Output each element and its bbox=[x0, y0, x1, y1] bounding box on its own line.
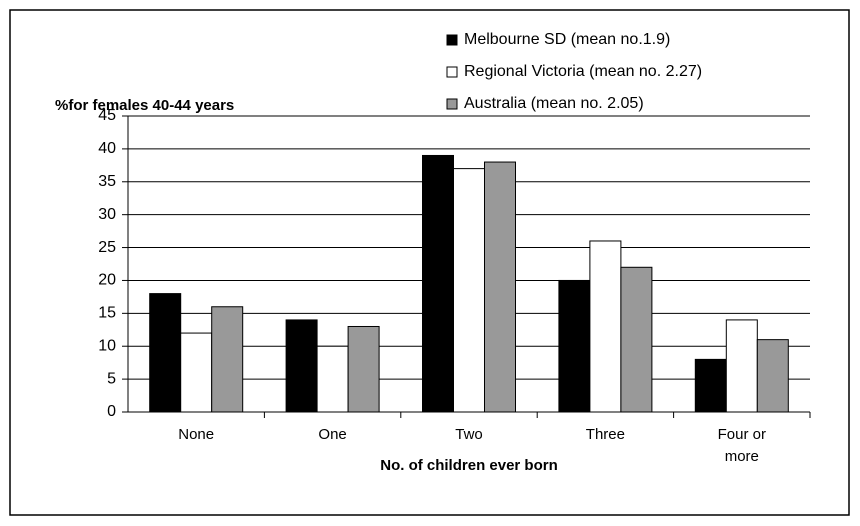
bar bbox=[453, 168, 485, 413]
y-tick-label: 15 bbox=[98, 305, 116, 322]
bar bbox=[422, 154, 454, 413]
y-tick-label: 35 bbox=[98, 173, 116, 190]
legend-label: Regional Victoria (mean no. 2.27) bbox=[464, 63, 702, 80]
y-tick-label: 20 bbox=[98, 272, 116, 289]
bar bbox=[756, 339, 789, 413]
x-tick-label: One bbox=[318, 426, 347, 443]
x-tick-label: None bbox=[178, 426, 215, 443]
x-tick-label-box: One bbox=[318, 426, 347, 443]
legend-swatch bbox=[446, 34, 458, 46]
y-tick-label: 40 bbox=[98, 140, 116, 157]
x-tick-label-box: Four or more bbox=[717, 426, 766, 465]
bar bbox=[285, 319, 318, 413]
y-tick-label: 25 bbox=[98, 239, 116, 256]
bar bbox=[180, 332, 213, 413]
x-tick-label-box: Three bbox=[585, 426, 625, 443]
bar bbox=[725, 319, 758, 413]
bar bbox=[694, 358, 727, 413]
y-tick-label: 10 bbox=[98, 337, 116, 354]
x-tick-label-box: Two bbox=[455, 426, 483, 443]
x-tick-label: Three bbox=[585, 426, 625, 443]
bar bbox=[620, 266, 653, 413]
y-tick-label: 5 bbox=[107, 370, 116, 387]
y-tick-label: 30 bbox=[98, 206, 116, 223]
bar bbox=[316, 345, 349, 413]
x-tick-label: Two bbox=[455, 426, 483, 443]
legend-swatch bbox=[446, 98, 458, 110]
legend-label: Australia (mean no. 2.05) bbox=[464, 95, 644, 112]
bar bbox=[347, 325, 380, 413]
bar bbox=[484, 161, 516, 413]
y-tick-label: 45 bbox=[98, 107, 116, 124]
x-tick-label-box: None bbox=[178, 426, 215, 443]
bar bbox=[149, 293, 182, 413]
x-tick-label: Four or more bbox=[717, 426, 766, 465]
legend-swatch bbox=[446, 66, 458, 78]
bar bbox=[589, 240, 622, 413]
legend-label: Melbourne SD (mean no.1.9) bbox=[464, 31, 670, 48]
x-axis-title: No. of children ever born bbox=[380, 457, 558, 474]
y-tick-label: 0 bbox=[107, 403, 116, 420]
y-axis-title: %for females 40-44 years bbox=[55, 97, 234, 114]
bar bbox=[558, 279, 591, 413]
bar bbox=[211, 306, 244, 413]
